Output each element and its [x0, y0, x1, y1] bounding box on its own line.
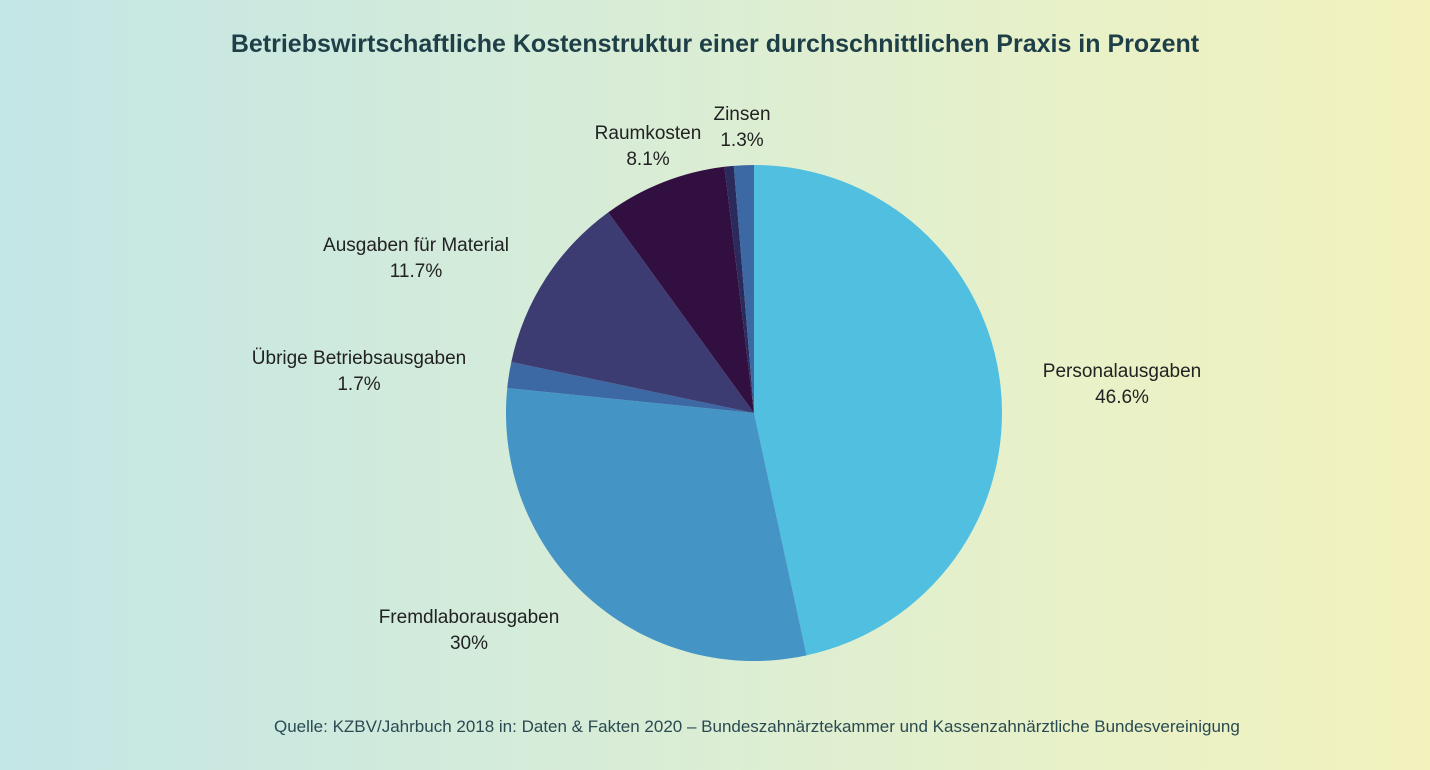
slice-label-uebrige-betriebsausgaben: Übrige Betriebsausgaben: [252, 348, 466, 369]
slice-value-fremdlaborausgaben: 30%: [450, 633, 488, 654]
pie-slice-personalausgaben-0: [754, 165, 1002, 656]
pie-slice-sonstige-5: [724, 165, 754, 413]
slice-value-ausgaben-fuer-material: 11.7%: [390, 261, 443, 282]
slice-value-raumkosten: 8.1%: [626, 149, 669, 170]
source-note: Quelle: KZBV/Jahrbuch 2018 in: Daten & F…: [274, 717, 1240, 736]
slice-label-personalausgaben: Personalausgaben: [1043, 361, 1201, 382]
slice-label-ausgaben-fuer-material: Ausgaben für Material: [323, 235, 509, 256]
slice-label-zinsen: Zinsen: [713, 104, 770, 125]
slice-value-zinsen: 1.3%: [720, 130, 763, 151]
pie-slice-fremdlaborausgaben-1: [505, 388, 807, 661]
pie-slice-ausgaben-fuer-material-3: [511, 212, 754, 413]
pie-slice-raumkosten-4: [608, 166, 754, 413]
pie-labels: Personalausgaben 46.6% Fremdlaborausgaben 3…: [252, 104, 1201, 654]
chart-title: Betriebswirtschaftliche Kostenstruktur e…: [230, 30, 1200, 58]
slice-value-personalausgaben: 46.6%: [1095, 387, 1149, 408]
pie-slice-zinsen-6: [733, 165, 754, 413]
pie-slice-uebrige-betriebsausgaben-2: [507, 361, 754, 413]
slice-label-fremdlaborausgaben: Fremdlaborausgaben: [379, 607, 560, 628]
slice-label-raumkosten: Raumkosten: [595, 123, 702, 144]
slice-value-uebrige-betriebsausgaben: 1.7%: [337, 374, 380, 395]
pie-slices: [505, 165, 1002, 661]
